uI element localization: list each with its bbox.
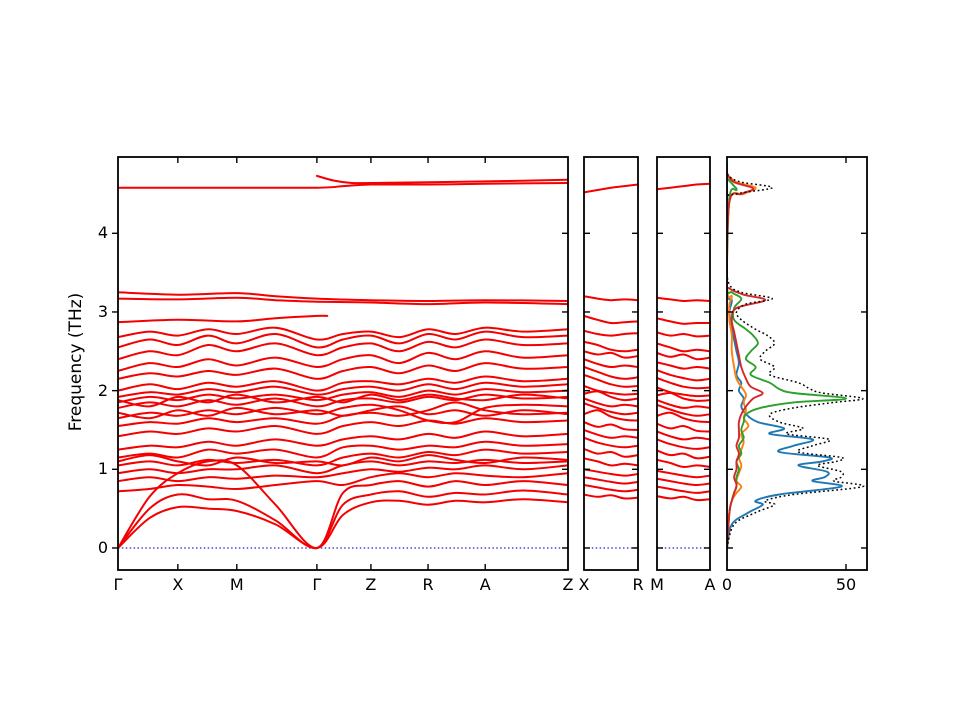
x-tick-label-M: M bbox=[650, 575, 664, 594]
y-tick-label-1: 1 bbox=[97, 459, 108, 479]
x-tick-label-R: R bbox=[632, 575, 644, 594]
x-tick-label-Z: Z bbox=[562, 575, 574, 594]
dos-x-tick-label-0: 0 bbox=[721, 575, 733, 594]
y-tick-label-2: 2 bbox=[97, 380, 108, 400]
x-tick-label-X: X bbox=[578, 575, 590, 594]
dos-curves bbox=[727, 162, 865, 549]
band-main-curves bbox=[118, 174, 568, 550]
x-tick-label-R: R bbox=[422, 575, 434, 594]
band-x-r-curves bbox=[584, 183, 638, 549]
x-tick-label-Γ: Γ bbox=[312, 575, 322, 594]
x-tick-label-X: X bbox=[172, 575, 184, 594]
dos-x-tick-label-50: 50 bbox=[835, 575, 857, 594]
y-tick-label-4: 4 bbox=[97, 223, 108, 243]
x-tick-label-M: M bbox=[229, 575, 244, 594]
x-tick-label-Γ: Γ bbox=[113, 575, 123, 594]
y-tick-label-0: 0 bbox=[97, 537, 108, 557]
x-tick-label-A: A bbox=[704, 575, 716, 594]
x-tick-label-A: A bbox=[479, 575, 491, 594]
band-m-a-curves bbox=[657, 182, 710, 549]
x-tick-label-Z: Z bbox=[365, 575, 377, 594]
y-tick-label-3: 3 bbox=[97, 301, 108, 321]
